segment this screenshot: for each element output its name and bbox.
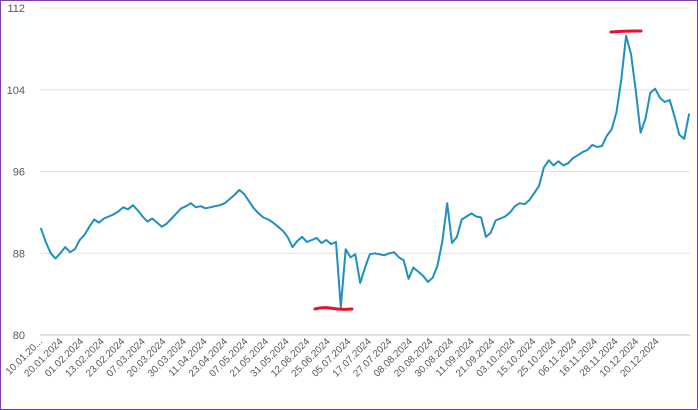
y-tick-label: 88 [13,248,25,260]
y-tick-label: 104 [7,85,25,97]
highlight-marks [313,29,643,311]
gridlines [40,7,690,336]
series-line [40,34,690,309]
low-point-highlight [313,306,354,311]
y-tick-label: 112 [7,3,25,15]
y-tick-label: 80 [13,330,25,342]
x-axis-tick-labels: 10.01.20...20.01.202401.02.202413.02.202… [4,336,662,379]
y-axis-tick-labels: 80 88 96 104 112 [7,3,25,342]
y-tick-label: 96 [13,167,25,179]
high-point-highlight [609,29,643,34]
